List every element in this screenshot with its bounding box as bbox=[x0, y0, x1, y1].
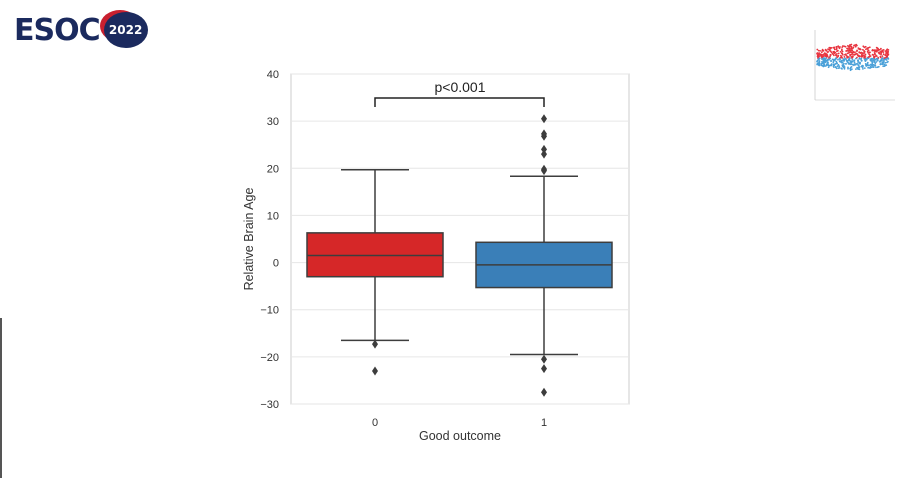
logo-text: ESOC bbox=[14, 12, 101, 48]
y-tick-label: 10 bbox=[267, 210, 279, 222]
esoc-logo: ESOC 2022 bbox=[14, 12, 148, 48]
outlier-point bbox=[541, 129, 547, 139]
box-0 bbox=[306, 168, 444, 376]
y-axis-label: Relative Brain Age bbox=[242, 188, 256, 291]
outlier-point bbox=[372, 366, 378, 376]
x-tick-label: 1 bbox=[541, 417, 547, 429]
y-tick-label: −20 bbox=[260, 352, 279, 364]
outlier-point bbox=[372, 339, 378, 349]
x-tick-label: 0 bbox=[372, 417, 378, 429]
y-tick-label: 40 bbox=[267, 69, 279, 81]
outlier-point bbox=[541, 164, 547, 174]
left-edge-bar bbox=[0, 318, 2, 478]
outlier-point bbox=[541, 387, 547, 397]
y-tick-label: −30 bbox=[260, 399, 279, 411]
y-tick-label: 0 bbox=[273, 258, 279, 270]
box-1 bbox=[475, 114, 613, 397]
p-value-annotation: p<0.001 bbox=[435, 79, 486, 95]
y-tick-label: 20 bbox=[267, 163, 279, 175]
outlier-point bbox=[541, 144, 547, 154]
y-tick-label: 30 bbox=[267, 116, 279, 128]
outlier-point bbox=[541, 354, 547, 364]
logo-year-badge: 2022 bbox=[103, 12, 148, 48]
inset-scatter-thumbnail bbox=[814, 30, 895, 101]
outlier-point bbox=[541, 149, 547, 159]
x-axis-label: Good outcome bbox=[419, 429, 501, 443]
outlier-point bbox=[541, 364, 547, 374]
y-tick-label: −10 bbox=[260, 305, 279, 317]
outlier-point bbox=[541, 114, 547, 124]
significance-bracket bbox=[374, 97, 545, 107]
